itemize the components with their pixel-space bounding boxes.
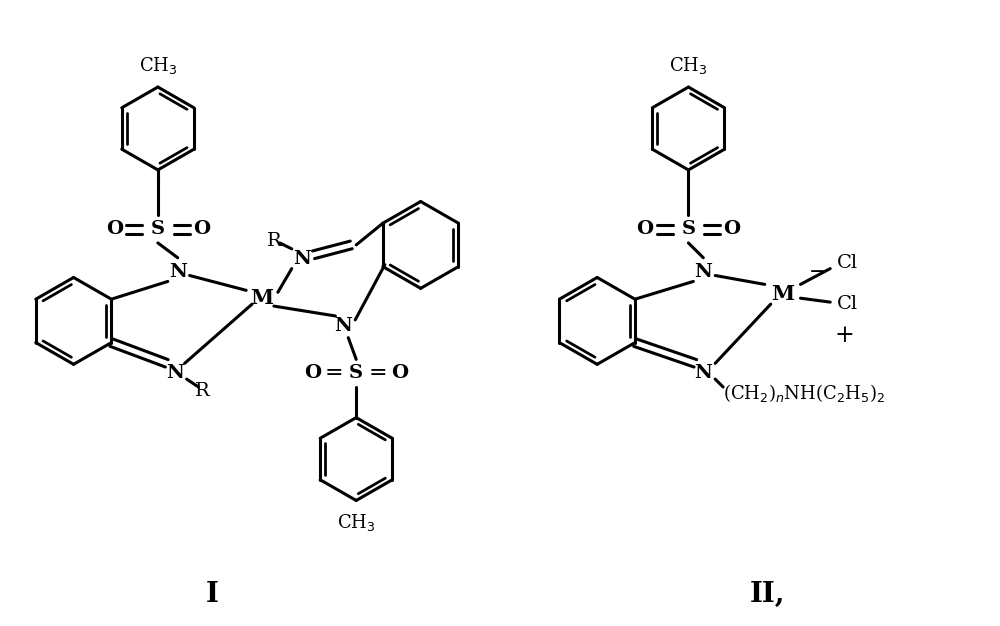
- Text: O: O: [723, 220, 741, 238]
- Text: S: S: [151, 220, 165, 238]
- Text: R: R: [267, 232, 281, 250]
- Text: R: R: [195, 382, 210, 400]
- Text: =: =: [325, 362, 344, 384]
- Text: S: S: [349, 364, 363, 382]
- Text: O: O: [106, 220, 123, 238]
- Text: O: O: [391, 364, 408, 382]
- Text: O: O: [193, 220, 210, 238]
- Text: M: M: [771, 284, 794, 304]
- Text: O: O: [636, 220, 653, 238]
- Text: −: −: [809, 263, 826, 282]
- Text: CH$_3$: CH$_3$: [139, 55, 177, 76]
- Text: M: M: [250, 288, 274, 308]
- Text: S: S: [681, 220, 695, 238]
- Text: II,: II,: [750, 581, 786, 608]
- Text: N: N: [293, 250, 311, 268]
- Text: CH$_3$: CH$_3$: [669, 55, 708, 76]
- Text: N: N: [334, 317, 352, 335]
- Text: +: +: [834, 324, 854, 347]
- Text: Cl: Cl: [837, 254, 858, 272]
- Text: (CH$_2$)$_n$NH(C$_2$H$_5$)$_2$: (CH$_2$)$_n$NH(C$_2$H$_5$)$_2$: [723, 382, 885, 404]
- Text: N: N: [694, 364, 712, 382]
- Text: I: I: [206, 581, 219, 608]
- Text: N: N: [694, 262, 712, 280]
- Text: =: =: [369, 362, 387, 384]
- Text: N: N: [169, 262, 187, 280]
- Text: CH$_3$: CH$_3$: [337, 511, 376, 533]
- Text: N: N: [166, 364, 184, 382]
- Text: O: O: [304, 364, 321, 382]
- Text: Cl: Cl: [837, 295, 858, 313]
